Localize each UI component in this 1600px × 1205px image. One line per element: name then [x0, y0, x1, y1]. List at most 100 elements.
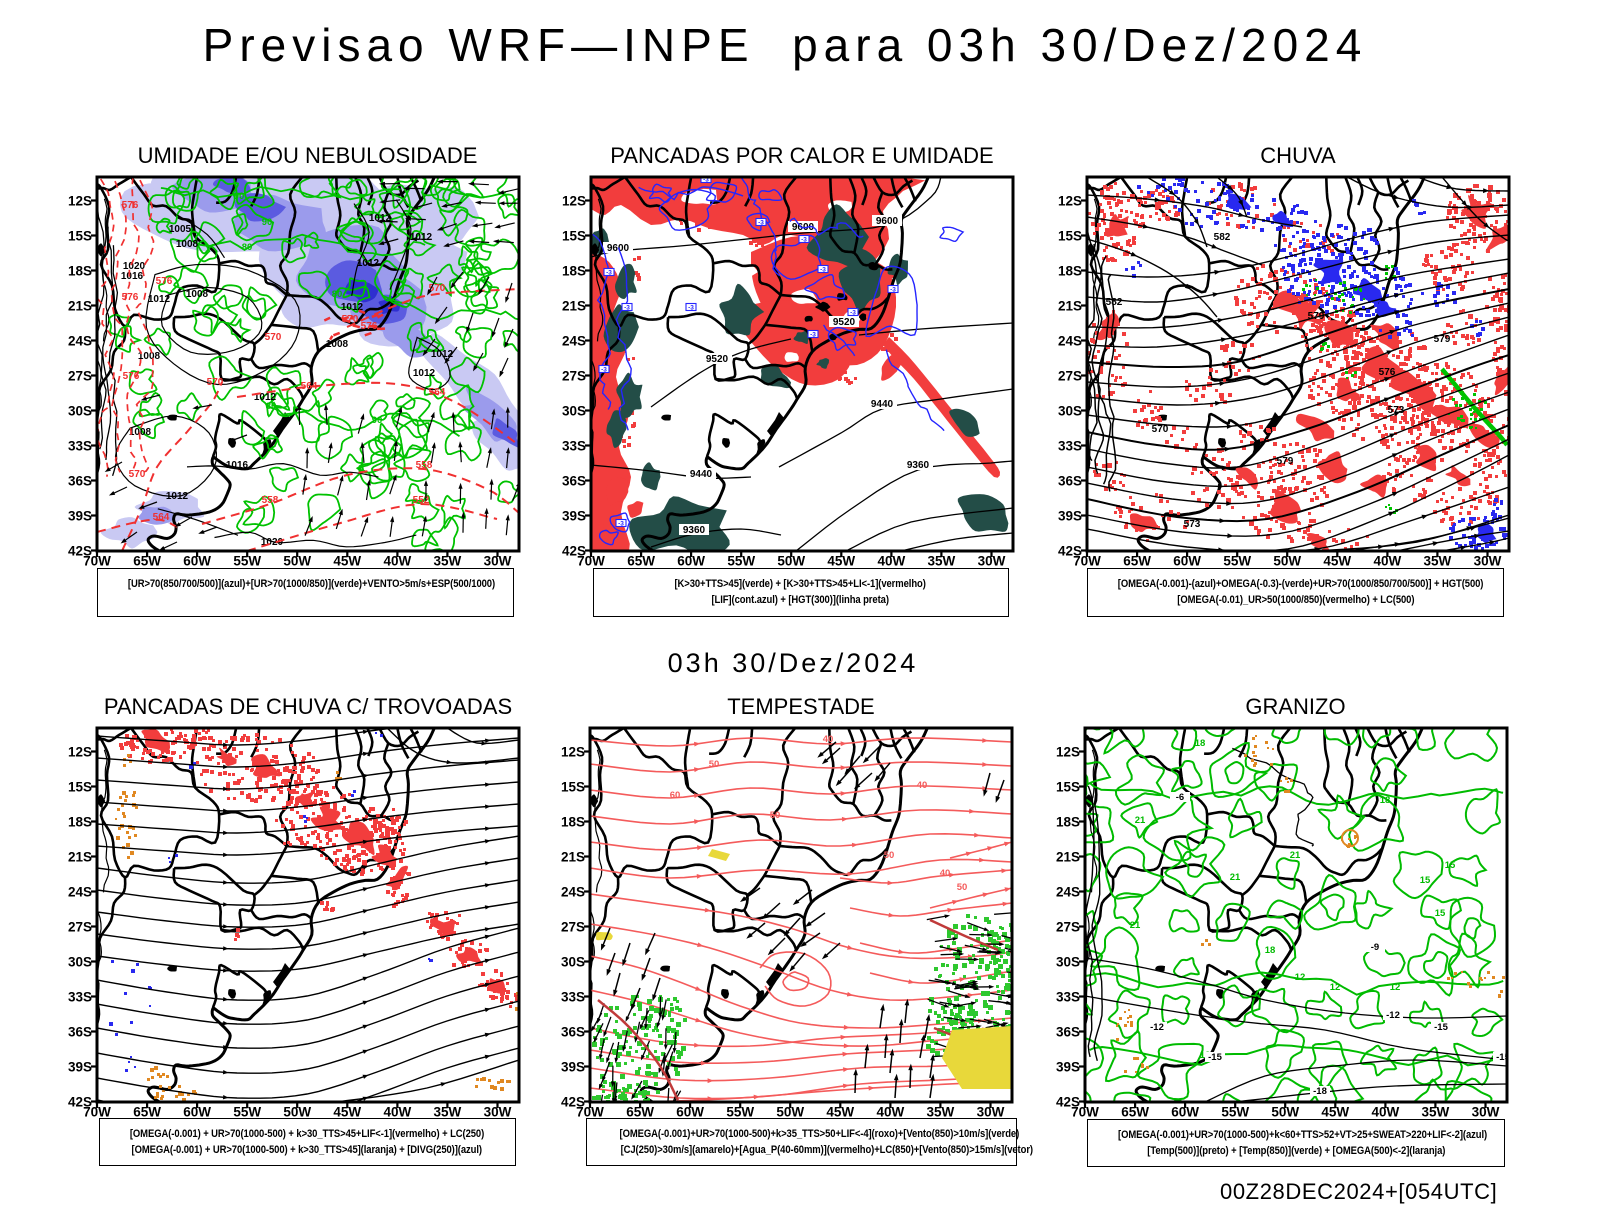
svg-text:576: 576 [121, 292, 138, 303]
svg-text:50: 50 [709, 759, 720, 770]
svg-text:30S: 30S [68, 954, 92, 969]
svg-text:24S: 24S [1055, 884, 1079, 899]
svg-text:12: 12 [1389, 982, 1400, 993]
svg-text:39S: 39S [561, 1059, 585, 1074]
svg-text:1012: 1012 [253, 392, 276, 403]
svg-text:45W: 45W [827, 554, 855, 569]
svg-text:90: 90 [233, 191, 244, 202]
svg-text:18S: 18S [1055, 814, 1079, 829]
svg-text:55W: 55W [726, 1104, 754, 1119]
svg-text:50W: 50W [1271, 1104, 1299, 1119]
svg-text:21S: 21S [562, 299, 586, 314]
svg-text:30S: 30S [67, 404, 91, 419]
svg-text:9440: 9440 [690, 469, 713, 480]
svg-text:15: 15 [1419, 875, 1430, 886]
svg-text:21S: 21S [67, 299, 91, 314]
svg-text:573: 573 [1388, 405, 1405, 416]
svg-text:24S: 24S [562, 334, 586, 349]
svg-text:21S: 21S [561, 849, 585, 864]
svg-text:15S: 15S [562, 229, 586, 244]
svg-text:90: 90 [261, 217, 272, 228]
svg-text:-3: -3 [758, 220, 764, 227]
svg-text:36S: 36S [561, 1024, 585, 1039]
svg-text:15S: 15S [561, 779, 585, 794]
svg-text:35W: 35W [433, 554, 461, 569]
svg-text:1012: 1012 [340, 302, 363, 313]
svg-text:27S: 27S [561, 919, 585, 934]
svg-text:12S: 12S [68, 744, 92, 759]
svg-text:15: 15 [1434, 908, 1445, 919]
svg-text:9360: 9360 [907, 460, 930, 471]
svg-text:1005: 1005 [168, 224, 191, 235]
svg-text:45W: 45W [333, 1104, 361, 1119]
svg-text:60: 60 [670, 790, 681, 801]
svg-text:60W: 60W [676, 1104, 704, 1119]
svg-text:570: 570 [428, 283, 445, 294]
svg-text:21S: 21S [68, 849, 92, 864]
svg-text:15S: 15S [67, 229, 91, 244]
svg-text:50: 50 [957, 882, 968, 893]
svg-text:1012: 1012 [356, 258, 379, 269]
svg-text:1012: 1012 [430, 349, 453, 360]
svg-text:40: 40 [940, 868, 951, 879]
svg-text:42S: 42S [68, 1094, 92, 1109]
svg-text:70W: 70W [83, 554, 111, 569]
svg-text:80: 80 [241, 242, 252, 253]
svg-text:-3: -3 [890, 287, 896, 294]
svg-text:30W: 30W [1471, 1104, 1499, 1119]
svg-text:33S: 33S [68, 989, 92, 1004]
svg-text:1016: 1016 [225, 460, 248, 471]
svg-text:65W: 65W [1121, 1104, 1149, 1119]
svg-text:24S: 24S [1058, 334, 1082, 349]
svg-text:-15: -15 [1208, 1052, 1222, 1063]
svg-text:1008: 1008 [325, 339, 348, 350]
svg-text:65W: 65W [627, 554, 655, 569]
svg-text:1020: 1020 [122, 261, 145, 272]
svg-text:33S: 33S [67, 439, 91, 454]
svg-text:40: 40 [823, 734, 834, 745]
svg-text:570: 570 [341, 314, 358, 325]
svg-text:576: 576 [360, 321, 377, 332]
svg-text:36S: 36S [68, 1024, 92, 1039]
svg-text:558: 558 [415, 460, 432, 471]
svg-text:70W: 70W [1073, 554, 1101, 569]
svg-text:576: 576 [121, 200, 138, 211]
svg-text:50: 50 [884, 850, 895, 861]
svg-text:9600: 9600 [876, 216, 899, 227]
svg-text:9520: 9520 [706, 354, 729, 365]
svg-text:30S: 30S [561, 954, 585, 969]
svg-text:30W: 30W [484, 1104, 512, 1119]
svg-text:1020: 1020 [260, 537, 283, 548]
svg-text:24S: 24S [67, 334, 91, 349]
svg-text:18S: 18S [68, 814, 92, 829]
svg-text:70W: 70W [1071, 1104, 1099, 1119]
svg-text:35W: 35W [1424, 554, 1452, 569]
svg-text:15: 15 [1444, 860, 1455, 871]
svg-text:33S: 33S [1058, 439, 1082, 454]
svg-text:-12: -12 [1386, 1010, 1400, 1021]
svg-text:21: 21 [1289, 850, 1300, 861]
svg-text:27S: 27S [1058, 369, 1082, 384]
svg-text:42S: 42S [1055, 1094, 1079, 1109]
svg-text:30S: 30S [1055, 954, 1079, 969]
svg-text:1012: 1012 [412, 368, 435, 379]
svg-text:1008: 1008 [137, 351, 160, 362]
svg-text:60W: 60W [183, 1104, 211, 1119]
svg-text:15S: 15S [1055, 779, 1079, 794]
svg-text:564: 564 [428, 387, 445, 398]
svg-text:65W: 65W [133, 554, 161, 569]
svg-text:30W: 30W [977, 1104, 1005, 1119]
svg-text:45W: 45W [1321, 1104, 1349, 1119]
svg-text:60W: 60W [677, 554, 705, 569]
svg-text:33S: 33S [1055, 989, 1079, 1004]
svg-text:-3: -3 [810, 332, 816, 339]
svg-text:30S: 30S [562, 404, 586, 419]
svg-text:24S: 24S [561, 884, 585, 899]
svg-text:582: 582 [1214, 232, 1231, 243]
svg-text:60W: 60W [1173, 554, 1201, 569]
svg-text:15S: 15S [1058, 229, 1082, 244]
svg-text:55W: 55W [233, 554, 261, 569]
svg-text:18: 18 [1379, 795, 1390, 806]
svg-text:42S: 42S [1058, 544, 1082, 559]
svg-text:-3: -3 [850, 310, 856, 317]
